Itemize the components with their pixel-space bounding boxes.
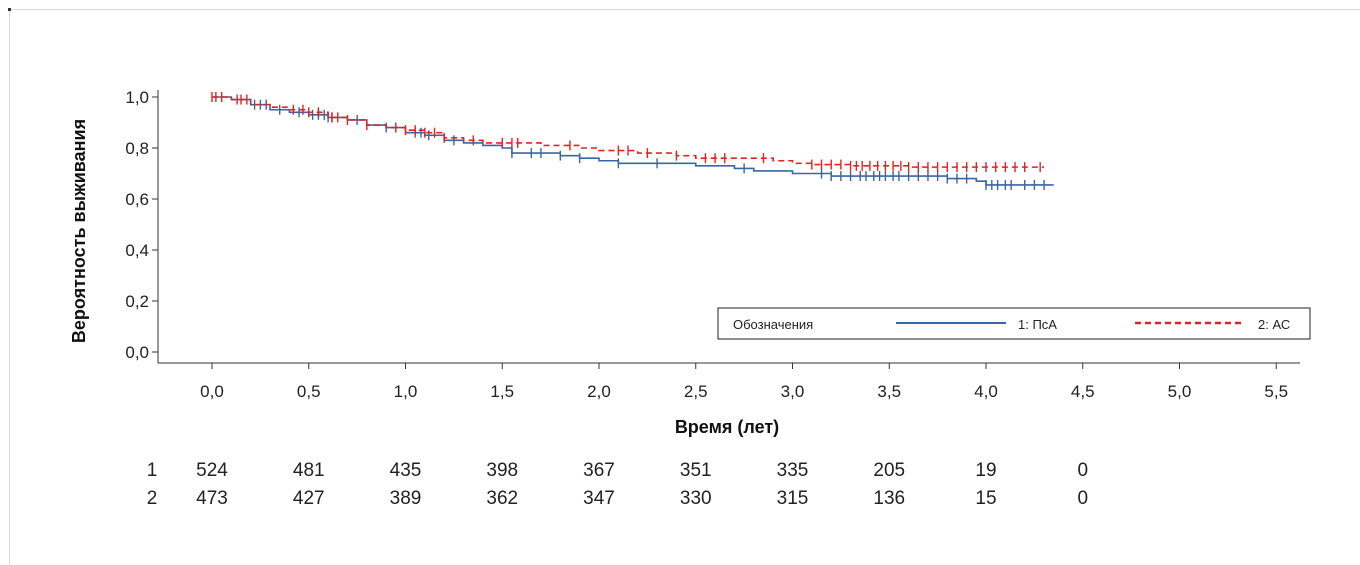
y-tick-label: 0,6 [125, 190, 149, 209]
y-tick-label: 0,8 [125, 139, 149, 158]
risk-count-cell: 15 [975, 488, 996, 509]
x-tick-label: 1,5 [490, 382, 514, 401]
risk-count-cell: 389 [390, 488, 422, 509]
x-tick-label: 0,5 [297, 382, 321, 401]
x-tick-label: 4,5 [1071, 382, 1095, 401]
risk-row-label: 2 [147, 488, 158, 509]
frame-corner-mark [8, 8, 11, 11]
x-tick-label: 5,5 [1264, 382, 1288, 401]
x-tick-label: 0,0 [200, 382, 224, 401]
y-tick-label: 0,4 [125, 241, 149, 260]
risk-count-cell: 427 [293, 488, 325, 509]
risk-count-cell: 367 [583, 460, 615, 481]
y-axis-title: Вероятность выживания [69, 119, 89, 343]
series-layer [211, 92, 1054, 190]
risk-count-cell: 473 [196, 488, 228, 509]
risk-count-cell: 362 [486, 488, 518, 509]
chart-axes: 0,0 0,2 0,4 0,6 0,8 1,0 0,0 0,5 1,0 1,5 2,0 2,5 3,0 3… [69, 88, 1300, 437]
x-tick-label: 2,0 [587, 382, 611, 401]
chart-frame [9, 9, 1360, 565]
risk-count-cell: 524 [196, 460, 228, 481]
risk-count-cell: 398 [486, 460, 518, 481]
legend-label-1: 1: ПсА [1018, 317, 1057, 332]
risk-count-cell: 481 [293, 460, 325, 481]
risk-count-cell: 351 [680, 460, 712, 481]
x-tick-label: 2,5 [684, 382, 708, 401]
x-tick-label: 3,5 [877, 382, 901, 401]
y-tick-label: 0,0 [125, 343, 149, 362]
x-tick-label: 5,0 [1168, 382, 1192, 401]
risk-count-cell: 19 [975, 460, 996, 481]
risk-row-label: 1 [147, 460, 158, 481]
x-axis-title: Время (лет) [675, 417, 779, 437]
risk-count-cell: 330 [680, 488, 712, 509]
risk-count-cell: 347 [583, 488, 615, 509]
y-tick-label: 0,2 [125, 292, 149, 311]
risk-count-cell: 136 [873, 488, 905, 509]
risk-count-cell: 205 [873, 460, 905, 481]
legend: Обозначения 1: ПсА 2: АС [717, 307, 1311, 340]
legend-box [717, 307, 1311, 340]
risk-count-cell: 0 [1077, 488, 1088, 509]
risk-count-cell: 315 [777, 488, 809, 509]
risk-count-cell: 0 [1077, 460, 1088, 481]
y-tick-label: 1,0 [125, 88, 149, 107]
legend-label-2: 2: АС [1258, 317, 1290, 332]
x-tick-label: 1,0 [394, 382, 418, 401]
x-tick-label: 4,0 [974, 382, 998, 401]
risk-table: 1 524 481 435 398 367 351 335 205 19 0 2 473 427 389 36… [147, 460, 1088, 509]
legend-title: Обозначения [733, 317, 813, 332]
series-line-2 [212, 96, 1045, 168]
risk-count-cell: 335 [777, 460, 809, 481]
x-tick-label: 3,0 [781, 382, 805, 401]
risk-count-cell: 435 [390, 460, 422, 481]
